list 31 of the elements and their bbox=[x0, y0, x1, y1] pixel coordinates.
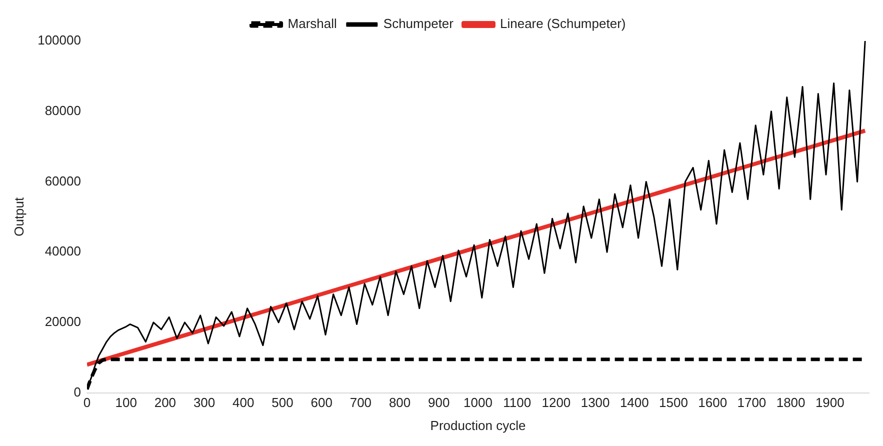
x-tick-label: 1600 bbox=[698, 395, 728, 410]
legend-label: Lineare (Schumpeter) bbox=[500, 16, 626, 32]
x-tick-label: 500 bbox=[272, 395, 294, 410]
y-axis-title: Output bbox=[11, 197, 26, 236]
y-tick-label: 40000 bbox=[44, 244, 81, 259]
x-tick-label: 0 bbox=[83, 395, 91, 410]
x-tick-label: 300 bbox=[193, 395, 216, 410]
y-tick-label: 100000 bbox=[38, 32, 81, 48]
x-axis-title: Production cycle bbox=[430, 418, 526, 433]
x-tick-label: 100 bbox=[115, 395, 137, 410]
legend-label: Schumpeter bbox=[383, 16, 454, 32]
y-tick-label: 60000 bbox=[44, 173, 81, 188]
x-tick-label: 1500 bbox=[659, 395, 688, 410]
x-tick-label: 200 bbox=[154, 395, 176, 410]
x-tick-label: 1900 bbox=[815, 395, 844, 410]
x-tick-label: 800 bbox=[388, 395, 411, 410]
x-tick-label: 1700 bbox=[737, 395, 766, 410]
x-tick-label: 600 bbox=[310, 395, 332, 410]
x-tick-label: 1400 bbox=[620, 395, 649, 410]
x-tick-label: 400 bbox=[232, 395, 254, 410]
y-tick-label: 20000 bbox=[44, 314, 81, 330]
x-tick-label: 1200 bbox=[542, 395, 571, 410]
y-tick-label: 0 bbox=[74, 384, 81, 400]
legend-label: Marshall bbox=[288, 16, 338, 32]
x-tick-label: 1300 bbox=[580, 395, 610, 410]
y-tick-label: 80000 bbox=[44, 102, 81, 118]
x-tick-label: 1100 bbox=[503, 395, 532, 410]
x-tick-label: 700 bbox=[350, 395, 372, 410]
x-tick-label: 900 bbox=[428, 395, 450, 410]
x-tick-label: 1800 bbox=[776, 395, 806, 410]
x-tick-label: 1000 bbox=[464, 395, 492, 410]
